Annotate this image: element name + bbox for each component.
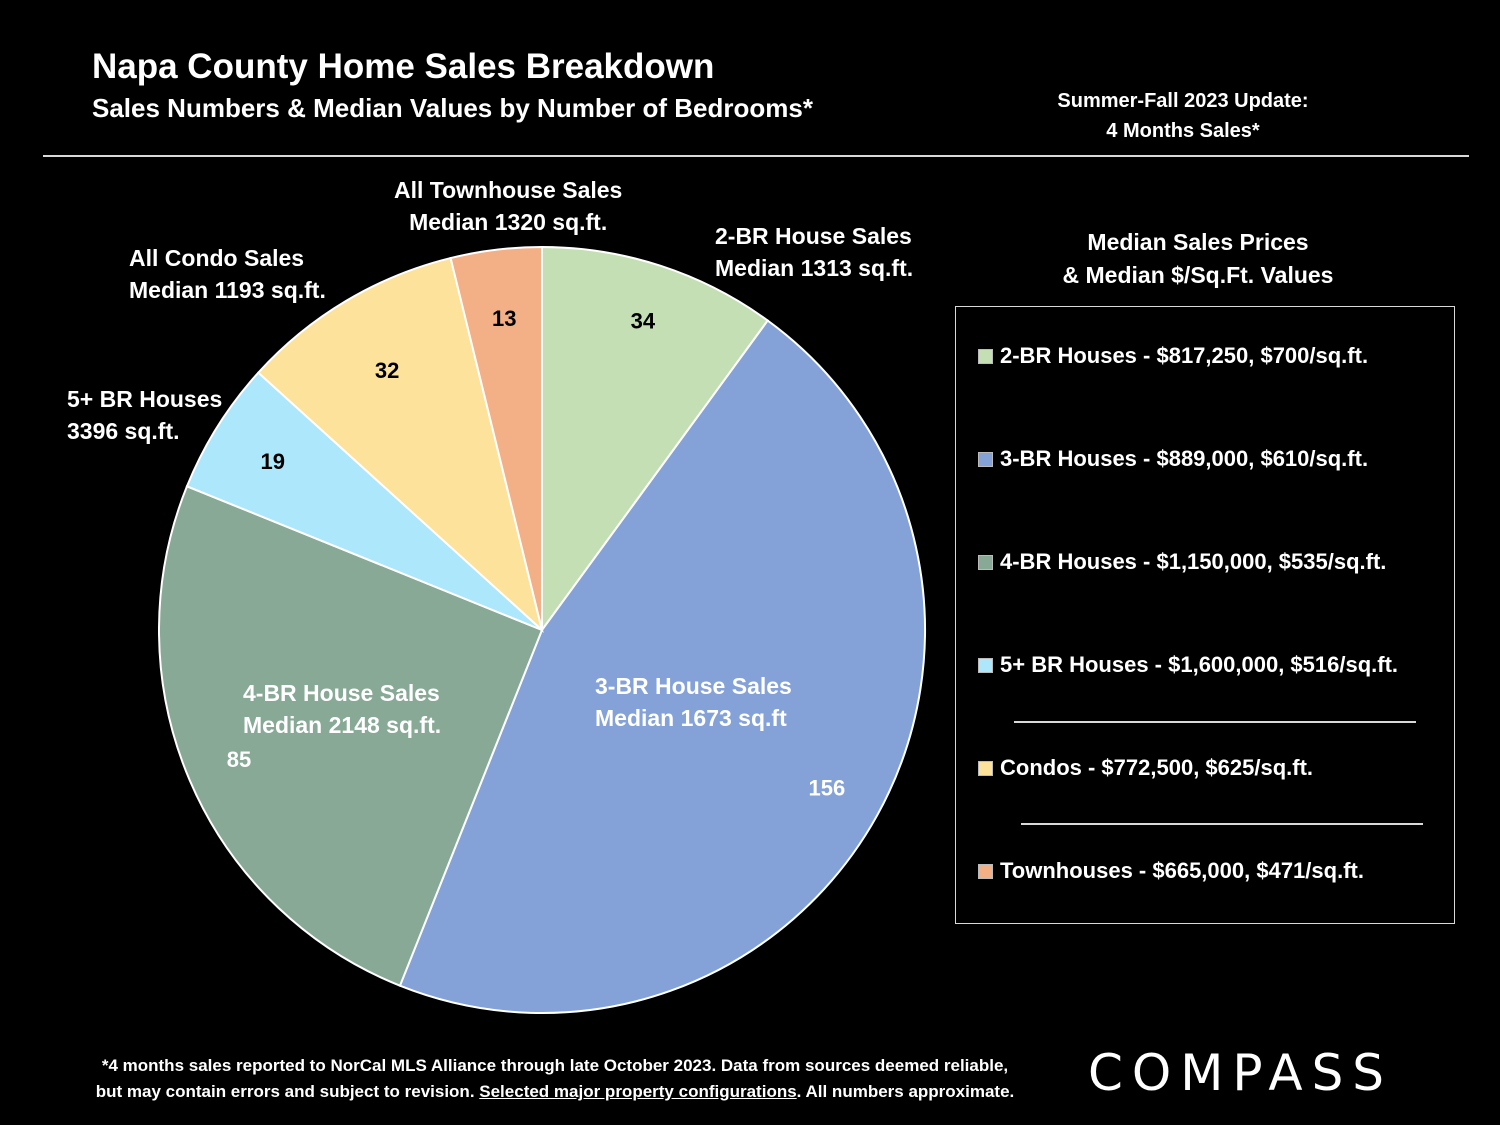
compass-logo: COMPASS (1088, 1044, 1394, 1102)
pie-slice (541, 245, 770, 634)
legend-heading: Median Sales Prices & Median $/Sq.Ft. Va… (1062, 229, 1334, 288)
swatch-5br (978, 657, 993, 673)
update-line-1: Summer-Fall 2023 Update: (1057, 90, 1309, 112)
label-condo: All Condo Sales Median 1193 sq.ft. (129, 245, 326, 303)
pie-slice (185, 371, 543, 631)
slice-value-label: 32 (375, 358, 399, 383)
legend-divider (1014, 721, 1416, 723)
slice-value-label: 34 (631, 308, 656, 333)
label-3br: 3-BR House Sales Median 1673 sq.ft (595, 673, 792, 731)
label-2br: 2-BR House Sales Median 1313 sq.ft. (715, 223, 914, 281)
legend: 2-BR Houses - $817,250, $700/sq.ft. 3-BR… (955, 306, 1455, 924)
slice-value-label: 85 (227, 747, 251, 772)
legend-item-4br: 4-BR Houses - $1,150,000, $535/sq.ft. (978, 549, 1386, 575)
slice-value-label: 156 (809, 776, 846, 801)
footnote-line-2: but may contain errors and subject to re… (95, 1082, 1015, 1101)
footnote: *4 months sales reported to NorCal MLS A… (40, 1053, 1070, 1105)
legend-item-3br: 3-BR Houses - $889,000, $610/sq.ft. (978, 446, 1368, 472)
update-note: Summer-Fall 2023 Update: 4 Months Sales* (1030, 86, 1336, 146)
pie-slice (449, 245, 543, 631)
legend-item-townhouse: Townhouses - $665,000, $471/sq.ft. (978, 858, 1364, 884)
slice-value-label: 13 (492, 306, 516, 331)
footnote-line-1: *4 months sales reported to NorCal MLS A… (101, 1056, 1009, 1075)
chart-subtitle: Sales Numbers & Median Values by Number … (92, 93, 813, 123)
swatch-3br (978, 451, 993, 467)
swatch-condo (978, 760, 993, 776)
swatch-townhouse (978, 863, 993, 879)
legend-divider (1021, 823, 1423, 825)
configurations-link[interactable]: Selected major property configurations (479, 1082, 797, 1101)
legend-item-5br: 5+ BR Houses - $1,600,000, $516/sq.ft. (978, 652, 1398, 678)
pie-slice (398, 319, 926, 1014)
swatch-4br (978, 554, 993, 570)
legend-item-condo: Condos - $772,500, $625/sq.ft. (978, 755, 1313, 781)
swatch-2br (978, 348, 993, 364)
label-4br: 4-BR House Sales Median 2148 sq.ft. (243, 680, 442, 738)
header-divider (43, 155, 1469, 157)
chart-title: Napa County Home Sales Breakdown (92, 47, 715, 86)
legend-item-2br: 2-BR Houses - $817,250, $700/sq.ft. (978, 343, 1368, 369)
pie-slice (158, 485, 544, 987)
label-5br: 5+ BR Houses 3396 sq.ft. (67, 386, 223, 444)
slice-value-label: 19 (261, 449, 285, 474)
update-line-2: 4 Months Sales* (1106, 120, 1260, 142)
label-townhouse: All Townhouse Sales Median 1320 sq.ft. (394, 177, 623, 235)
pie-slice (256, 256, 544, 633)
